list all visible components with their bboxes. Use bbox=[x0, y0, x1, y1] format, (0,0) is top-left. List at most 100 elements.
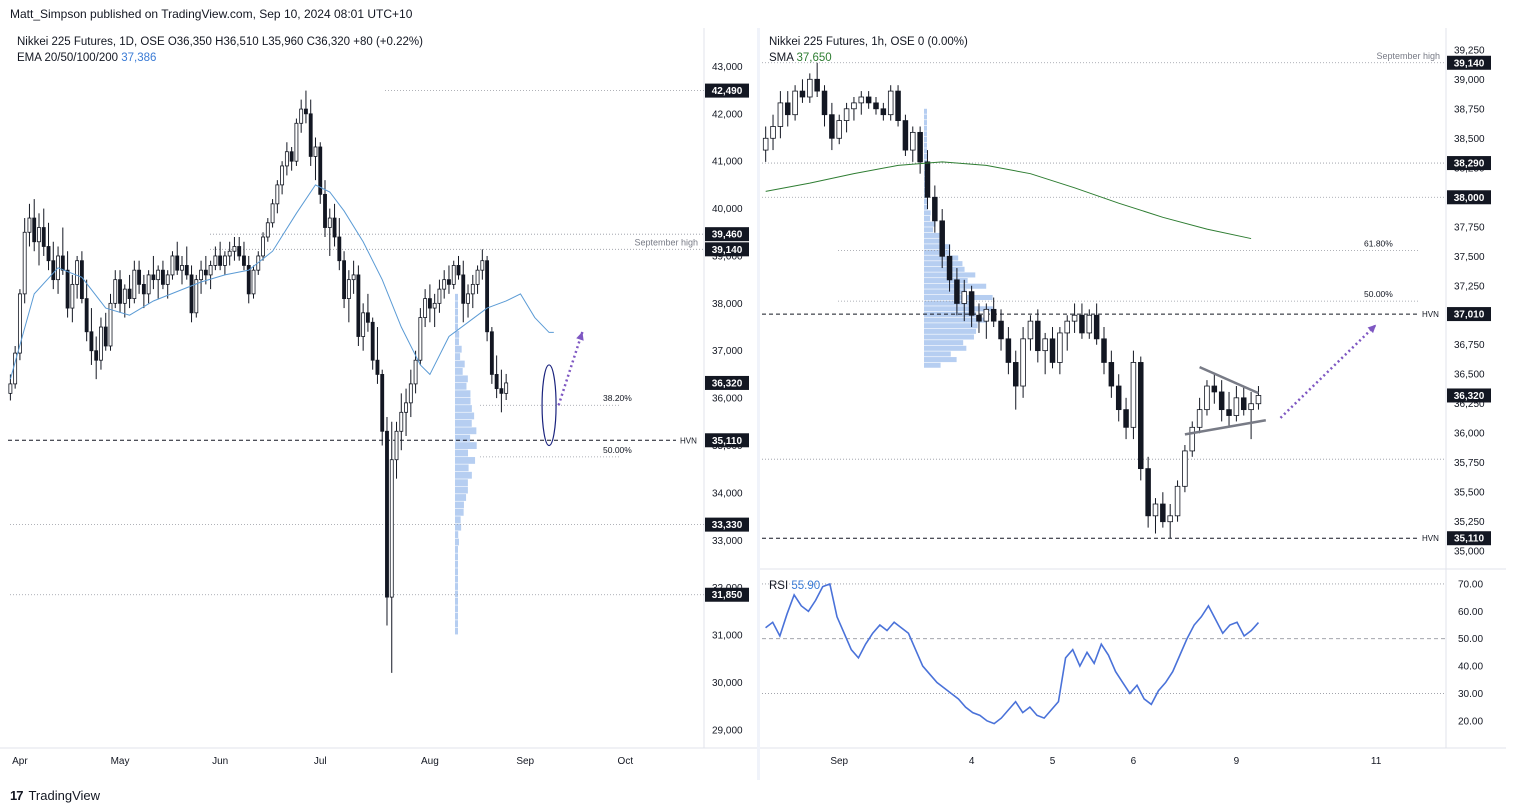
candle-body[interactable] bbox=[218, 255, 223, 266]
candle-body[interactable] bbox=[762, 137, 769, 151]
candle-body[interactable] bbox=[389, 459, 394, 598]
daily-chart-pane[interactable]: September high HVN 38.20% 50.00% 29,000 30,00… bbox=[0, 28, 764, 780]
ema-line[interactable] bbox=[9, 184, 554, 380]
candle-body[interactable] bbox=[489, 331, 494, 375]
candle-body[interactable] bbox=[1108, 362, 1115, 387]
candle-body[interactable] bbox=[170, 255, 175, 276]
candle-body[interactable] bbox=[983, 308, 990, 322]
candle-body[interactable] bbox=[851, 102, 857, 110]
candle-body[interactable] bbox=[237, 246, 242, 257]
candle-body[interactable] bbox=[1182, 450, 1188, 487]
candle-body[interactable] bbox=[998, 320, 1004, 340]
candle-body[interactable] bbox=[1123, 409, 1129, 428]
hourly-chart-pane[interactable]: September high HVN HVN 61.80% 50.00% 35,000 35… bbox=[760, 28, 1514, 780]
candle-body[interactable] bbox=[499, 388, 504, 394]
candle-body[interactable] bbox=[1255, 395, 1262, 405]
candle-body[interactable] bbox=[799, 90, 806, 98]
candle-body[interactable] bbox=[32, 217, 37, 243]
highlight-ellipse[interactable] bbox=[541, 364, 557, 447]
candle-body[interactable] bbox=[954, 279, 960, 304]
candle-body[interactable] bbox=[1240, 397, 1247, 411]
candle-body[interactable] bbox=[792, 90, 798, 116]
candle-body[interactable] bbox=[75, 260, 80, 285]
candle-body[interactable] bbox=[365, 312, 370, 323]
candle-body[interactable] bbox=[451, 265, 456, 285]
candle-body[interactable] bbox=[270, 203, 275, 224]
candle-body[interactable] bbox=[1049, 338, 1056, 363]
candle-body[interactable] bbox=[399, 411, 404, 432]
candle-body[interactable] bbox=[814, 78, 820, 92]
candle-body[interactable] bbox=[232, 246, 237, 252]
candle-body[interactable] bbox=[332, 217, 337, 238]
candle-body[interactable] bbox=[1138, 362, 1144, 470]
sma-line[interactable] bbox=[765, 161, 1252, 240]
candle-body[interactable] bbox=[1071, 314, 1078, 322]
candle-body[interactable] bbox=[22, 231, 27, 295]
candle-body[interactable] bbox=[1093, 314, 1100, 340]
candle-body[interactable] bbox=[27, 217, 32, 233]
candle-body[interactable] bbox=[1218, 391, 1225, 411]
candle-body[interactable] bbox=[46, 246, 51, 262]
candle-body[interactable] bbox=[777, 102, 784, 127]
candle-body[interactable] bbox=[94, 350, 99, 361]
candle-body[interactable] bbox=[1248, 403, 1254, 411]
candle-body[interactable] bbox=[1152, 503, 1159, 517]
candle-body[interactable] bbox=[203, 269, 208, 276]
candle-body[interactable] bbox=[1115, 385, 1122, 411]
candle-body[interactable] bbox=[470, 283, 475, 295]
candle-body[interactable] bbox=[265, 222, 270, 238]
candle-body[interactable] bbox=[423, 298, 428, 318]
candle-body[interactable] bbox=[939, 220, 945, 257]
candle-body[interactable] bbox=[418, 317, 423, 361]
pane-divider[interactable] bbox=[757, 28, 760, 780]
candle-body[interactable] bbox=[475, 269, 480, 285]
candle-body[interactable] bbox=[89, 331, 94, 352]
candle-body[interactable] bbox=[504, 382, 509, 394]
candle-body[interactable] bbox=[103, 326, 108, 347]
candle-body[interactable] bbox=[304, 108, 308, 115]
candle-body[interactable] bbox=[976, 314, 982, 322]
candle-body[interactable] bbox=[466, 293, 470, 304]
candle-body[interactable] bbox=[1005, 338, 1012, 363]
candle-body[interactable] bbox=[122, 288, 127, 304]
candle-body[interactable] bbox=[146, 274, 151, 295]
candle-body[interactable] bbox=[118, 279, 122, 304]
candle-body[interactable] bbox=[1226, 409, 1232, 416]
candle-body[interactable] bbox=[1167, 515, 1173, 523]
candle-body[interactable] bbox=[1064, 320, 1070, 334]
triangle-upper-line[interactable] bbox=[1199, 366, 1259, 395]
candle-body[interactable] bbox=[1101, 338, 1107, 363]
candle-body[interactable] bbox=[924, 161, 931, 198]
candle-body[interactable] bbox=[99, 326, 103, 361]
candle-body[interactable] bbox=[199, 269, 203, 281]
candle-body[interactable] bbox=[108, 302, 113, 347]
candle-body[interactable] bbox=[375, 359, 380, 375]
candle-body[interactable] bbox=[323, 193, 327, 228]
candle-body[interactable] bbox=[113, 279, 118, 304]
candle-body[interactable] bbox=[351, 274, 356, 281]
candle-body[interactable] bbox=[284, 151, 289, 167]
candle-body[interactable] bbox=[880, 108, 887, 116]
candle-body[interactable] bbox=[137, 269, 142, 285]
candle-body[interactable] bbox=[480, 260, 485, 271]
hourly-chart[interactable]: September high HVN HVN 61.80% 50.00% 35,000 35… bbox=[760, 28, 1514, 780]
candle-body[interactable] bbox=[337, 236, 342, 262]
candle-body[interactable] bbox=[887, 90, 894, 116]
candle-body[interactable] bbox=[836, 120, 842, 139]
candle-body[interactable] bbox=[917, 131, 923, 163]
candle-body[interactable] bbox=[180, 265, 184, 271]
candle-body[interactable] bbox=[208, 265, 213, 276]
candle-body[interactable] bbox=[1130, 362, 1137, 428]
candle-body[interactable] bbox=[1196, 409, 1203, 428]
candle-body[interactable] bbox=[1233, 397, 1240, 416]
candle-body[interactable] bbox=[132, 269, 137, 300]
candle-body[interactable] bbox=[437, 288, 442, 304]
candle-body[interactable] bbox=[65, 269, 70, 309]
candle-body[interactable] bbox=[821, 90, 828, 116]
candle-body[interactable] bbox=[308, 113, 313, 157]
candle-body[interactable] bbox=[17, 293, 22, 354]
candle-body[interactable] bbox=[327, 217, 332, 228]
candle-body[interactable] bbox=[370, 321, 375, 361]
candle-body[interactable] bbox=[829, 114, 835, 139]
candle-body[interactable] bbox=[342, 260, 347, 300]
